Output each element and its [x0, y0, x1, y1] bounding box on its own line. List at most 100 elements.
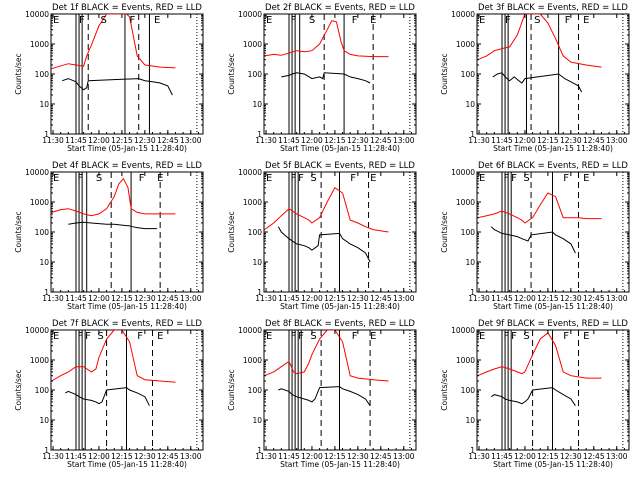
y-tick-label: 100	[461, 228, 476, 237]
x-tick-label: 12:00	[88, 452, 110, 461]
x-tick-label: 12:45	[583, 452, 605, 461]
y-tick-label: 10000	[238, 10, 262, 19]
x-tick-label: 13:00	[393, 452, 415, 461]
y-tick-label: 1	[470, 288, 475, 297]
panel-2: E F S F E 1 10 100 1000 10000 11:30 11:45 12:00 12:15…	[227, 3, 417, 153]
x-tick-label: 11:45	[278, 452, 300, 461]
y-tick-label: 1	[257, 446, 262, 455]
y-tick-label: 100	[35, 386, 50, 395]
panel-title: Det 7f BLACK = Events, RED = LLD	[52, 319, 202, 329]
y-tick-label: 10000	[451, 10, 475, 19]
interval-marker-e: E	[53, 331, 59, 342]
y-tick-label: 10000	[25, 168, 49, 177]
x-axis-label: Start Time (05-Jan-15 11:28:40)	[493, 144, 613, 153]
x-tick-label: 12:45	[583, 136, 605, 145]
y-tick-label: 10000	[451, 168, 475, 177]
interval-marker-f: F	[298, 173, 304, 184]
x-tick-label: 13:00	[180, 136, 202, 145]
y-tick-label: 1000	[30, 40, 49, 49]
y-tick-label: 100	[35, 228, 50, 237]
x-tick-label: 13:00	[606, 136, 628, 145]
x-tick-label: 11:30	[468, 294, 490, 303]
y-tick-label: 10	[252, 100, 262, 109]
x-axis-label: Start Time (05-Jan-15 11:28:40)	[67, 302, 187, 311]
interval-marker-f: F	[291, 331, 297, 342]
x-tick-label: 11:45	[65, 452, 87, 461]
y-tick-label: 10000	[25, 326, 49, 335]
x-tick-label: 12:15	[537, 136, 559, 145]
plot-frame	[476, 13, 630, 135]
interval-marker-f: F	[78, 173, 84, 184]
y-axis-label: Counts/sec	[14, 369, 23, 410]
interval-marker-s: S	[523, 173, 529, 184]
plot-area	[51, 172, 198, 292]
interval-marker-s: S	[96, 173, 102, 184]
interval-marker-f: F	[139, 173, 145, 184]
series-lld	[51, 330, 176, 383]
y-tick-label: 100	[248, 386, 263, 395]
y-axis-label: Counts/sec	[14, 53, 23, 94]
series-events	[491, 387, 576, 406]
y-tick-label: 1000	[30, 356, 49, 365]
x-tick-label: 13:00	[606, 294, 628, 303]
interval-marker-f: F	[563, 173, 569, 184]
x-tick-label: 12:45	[157, 294, 179, 303]
y-tick-label: 1000	[456, 356, 475, 365]
x-tick-label: 11:30	[255, 294, 277, 303]
interval-marker-e: E	[157, 173, 163, 184]
series-lld	[477, 192, 602, 224]
x-tick-label: 11:45	[65, 294, 87, 303]
x-tick-label: 12:00	[88, 294, 110, 303]
series-lld	[264, 186, 389, 233]
x-tick-label: 11:30	[42, 136, 64, 145]
interval-marker-f: F	[291, 173, 297, 184]
y-tick-label: 1	[44, 130, 49, 139]
x-tick-label: 12:45	[370, 294, 392, 303]
series-events	[490, 226, 576, 254]
x-tick-label: 12:45	[370, 136, 392, 145]
x-axis-label: Start Time (05-Jan-15 11:28:40)	[280, 302, 400, 311]
y-tick-label: 1	[257, 288, 262, 297]
x-tick-label: 13:00	[393, 294, 415, 303]
y-tick-label: 1000	[243, 198, 262, 207]
interval-marker-e: E	[583, 15, 589, 26]
interval-marker-f: F	[505, 15, 511, 26]
x-tick-label: 11:45	[278, 136, 300, 145]
x-tick-label: 11:30	[255, 136, 277, 145]
y-axis-label: Counts/sec	[14, 211, 23, 252]
x-tick-label: 12:30	[560, 136, 582, 145]
interval-marker-e: E	[479, 15, 485, 26]
x-tick-label: 12:15	[537, 294, 559, 303]
interval-marker-e: E	[583, 331, 589, 342]
x-tick-label: 13:00	[180, 452, 202, 461]
x-tick-label: 12:30	[560, 294, 582, 303]
interval-marker-e: E	[370, 331, 376, 342]
series-lld	[51, 14, 176, 70]
x-tick-label: 11:45	[65, 136, 87, 145]
y-tick-label: 10000	[25, 10, 49, 19]
interval-marker-e: E	[370, 173, 376, 184]
y-tick-label: 10000	[238, 168, 262, 177]
y-tick-label: 10	[39, 100, 49, 109]
x-tick-label: 13:00	[393, 136, 415, 145]
plot-area	[477, 172, 624, 292]
plot-area	[51, 14, 198, 134]
interval-marker-e: E	[266, 15, 272, 26]
y-tick-label: 10000	[238, 326, 262, 335]
x-tick-label: 11:45	[491, 294, 513, 303]
interval-marker-e: E	[53, 173, 59, 184]
interval-marker-f: F	[352, 331, 358, 342]
series-lld	[51, 177, 176, 217]
x-tick-label: 12:30	[134, 452, 156, 461]
y-tick-label: 1000	[243, 356, 262, 365]
x-tick-label: 12:45	[583, 294, 605, 303]
interval-marker-e: E	[53, 15, 59, 26]
interval-marker-f: F	[78, 331, 84, 342]
interval-marker-s: S	[534, 15, 540, 26]
series-lld	[477, 14, 602, 68]
series-lld	[264, 330, 389, 382]
x-axis-label: Start Time (05-Jan-15 11:28:40)	[280, 460, 400, 469]
x-tick-label: 11:30	[468, 452, 490, 461]
